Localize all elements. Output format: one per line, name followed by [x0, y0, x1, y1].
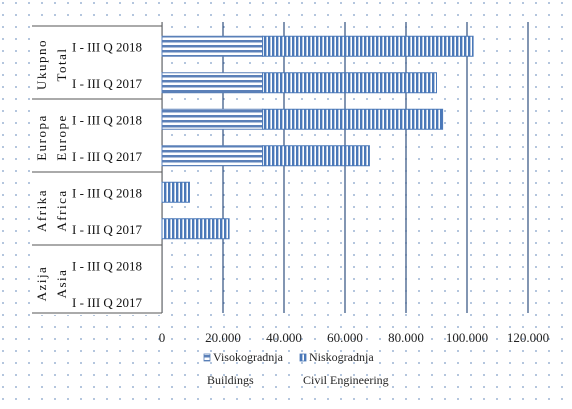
x-tick-label: 60.000	[327, 330, 363, 345]
x-tick-label: 120.000	[507, 330, 549, 345]
bar	[161, 108, 264, 130]
bar	[161, 218, 230, 240]
category-label: I - III Q 2017	[72, 295, 143, 310]
bar	[161, 72, 264, 94]
x-axis: 0 20.000 40.000 60.000 80.000 100.000 120.000	[159, 330, 549, 345]
x-tick-label: 40.000	[266, 330, 302, 345]
bar	[161, 145, 264, 167]
bar	[262, 108, 444, 130]
bar	[262, 35, 474, 57]
bar	[262, 145, 370, 167]
legend-label-en: Civil Engineering	[303, 373, 389, 387]
legend-label: Niskogradnja	[309, 350, 374, 364]
group-label-en: Europe	[54, 114, 69, 161]
group-label-en: Total	[54, 47, 69, 81]
bar	[161, 35, 264, 57]
legend-label: Visokogradnja	[213, 350, 284, 364]
category-label: I - III Q 2018	[72, 39, 142, 54]
x-tick-label: 100.000	[446, 330, 488, 345]
legend-swatch	[203, 353, 211, 362]
legend: Visokogradnja Buildings Niskogradnja Civil …	[203, 350, 389, 387]
bars	[161, 35, 474, 240]
label-panel	[32, 22, 162, 315]
group-label-en: Africa	[54, 189, 69, 231]
category-label: I - III Q 2018	[72, 112, 142, 127]
category-label: I - III Q 2017	[72, 222, 143, 237]
bar	[262, 72, 437, 94]
group-label: Afrika	[34, 189, 49, 232]
group-label: Azija	[34, 266, 49, 302]
x-tick-label: 20.000	[205, 330, 241, 345]
category-label: I - III Q 2017	[72, 149, 143, 164]
x-tick-label: 0	[159, 330, 166, 345]
category-labels: I - III Q 2018 I - III Q 2017 I - III Q 20…	[32, 22, 163, 315]
x-tick-label: 80.000	[388, 330, 424, 345]
category-label: I - III Q 2017	[72, 76, 143, 91]
legend-swatch	[299, 353, 307, 362]
legend-label-en: Buildings	[207, 373, 254, 387]
group-label: Europa	[34, 114, 49, 161]
category-label: I - III Q 2018	[72, 185, 142, 200]
group-label: Ukupno	[34, 39, 49, 90]
group-label-en: Asia	[54, 269, 69, 299]
category-label: I - III Q 2018	[72, 258, 142, 273]
bar	[161, 181, 190, 203]
